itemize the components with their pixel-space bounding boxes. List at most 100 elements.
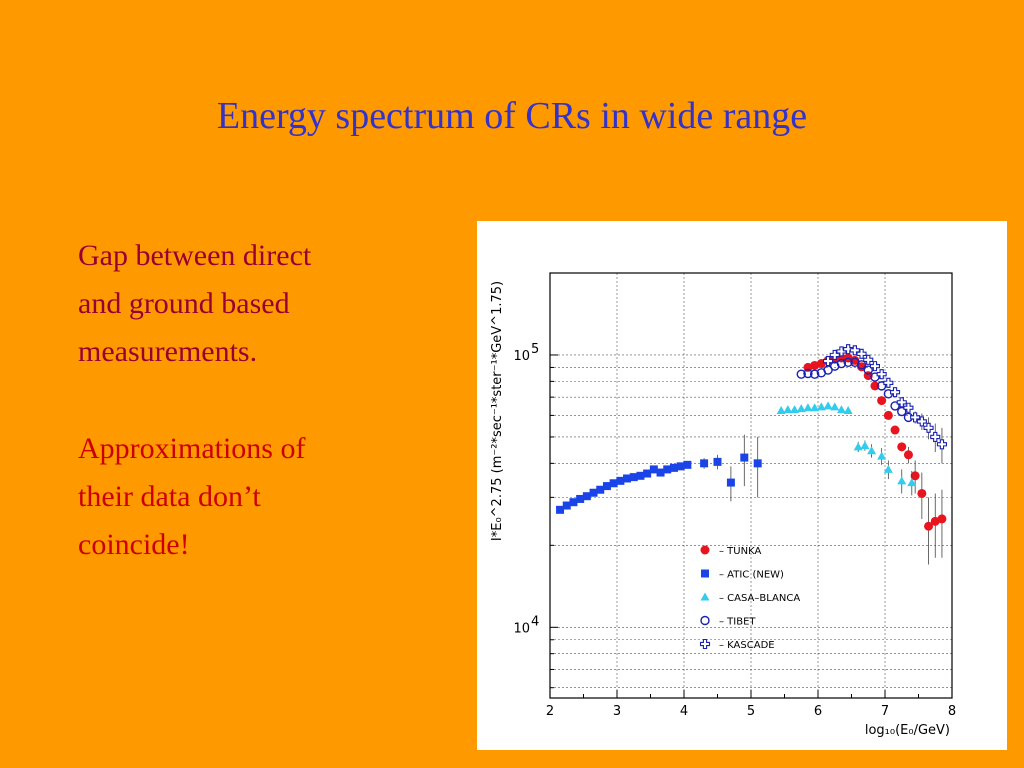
bullet-approximations-text: Approximations of their data don’t coinc… — [78, 432, 306, 561]
legend-label: – TUNKA — [719, 546, 761, 557]
x-axis-label: log₁₀(E₀/GeV) — [865, 723, 950, 738]
open-cross-series — [823, 344, 947, 464]
data-point — [636, 471, 645, 480]
data-point — [596, 485, 605, 494]
cross-marker-shape — [916, 416, 927, 427]
data-point — [649, 465, 658, 474]
cross-marker-shape — [936, 439, 947, 450]
x-tick-label: 5 — [747, 704, 755, 719]
y-tick-exponent: 5 — [531, 342, 539, 357]
data-point — [916, 416, 927, 427]
cross-marker-shape — [863, 354, 874, 365]
data-point — [883, 377, 894, 388]
data-point — [803, 368, 813, 379]
data-point — [776, 406, 786, 415]
legend-marker — [700, 592, 710, 601]
data-point — [836, 405, 846, 414]
legend: – TUNKA – ATIC (NEW) – CASA–BLANCA – TIBET –… — [699, 545, 800, 651]
data-point — [663, 465, 672, 474]
data-point — [910, 471, 920, 481]
cross-marker-shape — [876, 369, 887, 380]
data-point — [589, 488, 598, 497]
data-point — [836, 346, 847, 357]
data-point — [883, 410, 893, 420]
data-point — [863, 354, 874, 365]
data-point — [890, 387, 901, 398]
data-point — [676, 462, 685, 471]
data-point — [860, 441, 870, 450]
legend-label: – CASA–BLANCA — [719, 593, 800, 604]
data-point — [609, 479, 618, 488]
data-point — [629, 473, 638, 482]
y-tick-label: 10 — [513, 349, 530, 364]
data-point — [810, 403, 820, 412]
filled-circle-series — [803, 353, 947, 565]
x-tick-label: 3 — [613, 704, 621, 719]
data-point — [936, 439, 947, 450]
data-point — [830, 402, 840, 411]
data-point — [897, 476, 907, 485]
y-axis-label: I*E₀^2.75 (m⁻²*sec⁻¹*ster⁻¹*GeV^1.75) — [490, 281, 505, 541]
slide-title: Energy spectrum of CRs in wide range — [216, 95, 808, 137]
data-point — [753, 459, 762, 468]
legend-label: – ATIC (NEW) — [719, 570, 784, 581]
cross-marker-shape — [890, 387, 901, 398]
data-point — [903, 402, 914, 413]
data-point — [890, 401, 900, 411]
data-point — [713, 457, 722, 466]
data-points — [556, 344, 947, 565]
data-point — [616, 476, 625, 485]
data-point — [930, 431, 941, 443]
data-point — [870, 372, 880, 382]
data-point — [843, 406, 853, 415]
data-point — [890, 425, 900, 435]
cross-marker-shape — [896, 397, 907, 408]
data-point — [863, 365, 873, 375]
legend-marker — [701, 569, 709, 578]
data-point — [849, 345, 860, 356]
data-point — [803, 403, 813, 412]
filled-triangle-series — [776, 401, 917, 496]
data-point — [897, 406, 907, 417]
data-point — [937, 514, 947, 524]
cross-marker-shape — [903, 402, 914, 413]
data-point — [656, 468, 665, 477]
filled-square-series — [556, 434, 762, 514]
cross-marker-shape — [836, 346, 847, 357]
data-point — [856, 360, 867, 370]
legend-marker — [700, 615, 710, 626]
data-point — [740, 453, 749, 462]
data-point — [896, 397, 907, 408]
cross-marker-shape — [923, 422, 934, 433]
data-point — [569, 498, 578, 507]
data-point — [917, 488, 927, 498]
x-tick-label: 6 — [814, 704, 822, 719]
data-point — [829, 349, 840, 361]
data-point — [683, 460, 692, 469]
data-point — [856, 348, 867, 359]
data-point — [783, 405, 793, 414]
data-point — [876, 381, 887, 391]
x-tick-label: 7 — [881, 704, 889, 719]
data-point — [867, 446, 877, 455]
legend-label: – TIBET — [719, 617, 756, 628]
cross-marker-shape — [849, 345, 860, 356]
legend-label: – KASCADE — [719, 640, 775, 651]
data-point — [700, 459, 709, 468]
data-point — [643, 469, 652, 478]
y-tick-exponent: 4 — [531, 614, 539, 629]
data-point — [877, 451, 887, 460]
cross-marker-shape — [910, 412, 921, 423]
data-point — [796, 404, 806, 413]
data-point — [923, 422, 934, 433]
x-tick-label: 2 — [546, 704, 554, 719]
data-point — [816, 402, 826, 411]
data-point — [726, 478, 735, 487]
cross-marker-shape — [869, 361, 880, 372]
data-point — [790, 405, 800, 414]
data-point — [897, 442, 907, 452]
data-point — [823, 401, 833, 410]
cross-marker-shape — [856, 348, 867, 359]
x-tick-label: 4 — [680, 704, 688, 719]
data-point — [576, 494, 585, 503]
